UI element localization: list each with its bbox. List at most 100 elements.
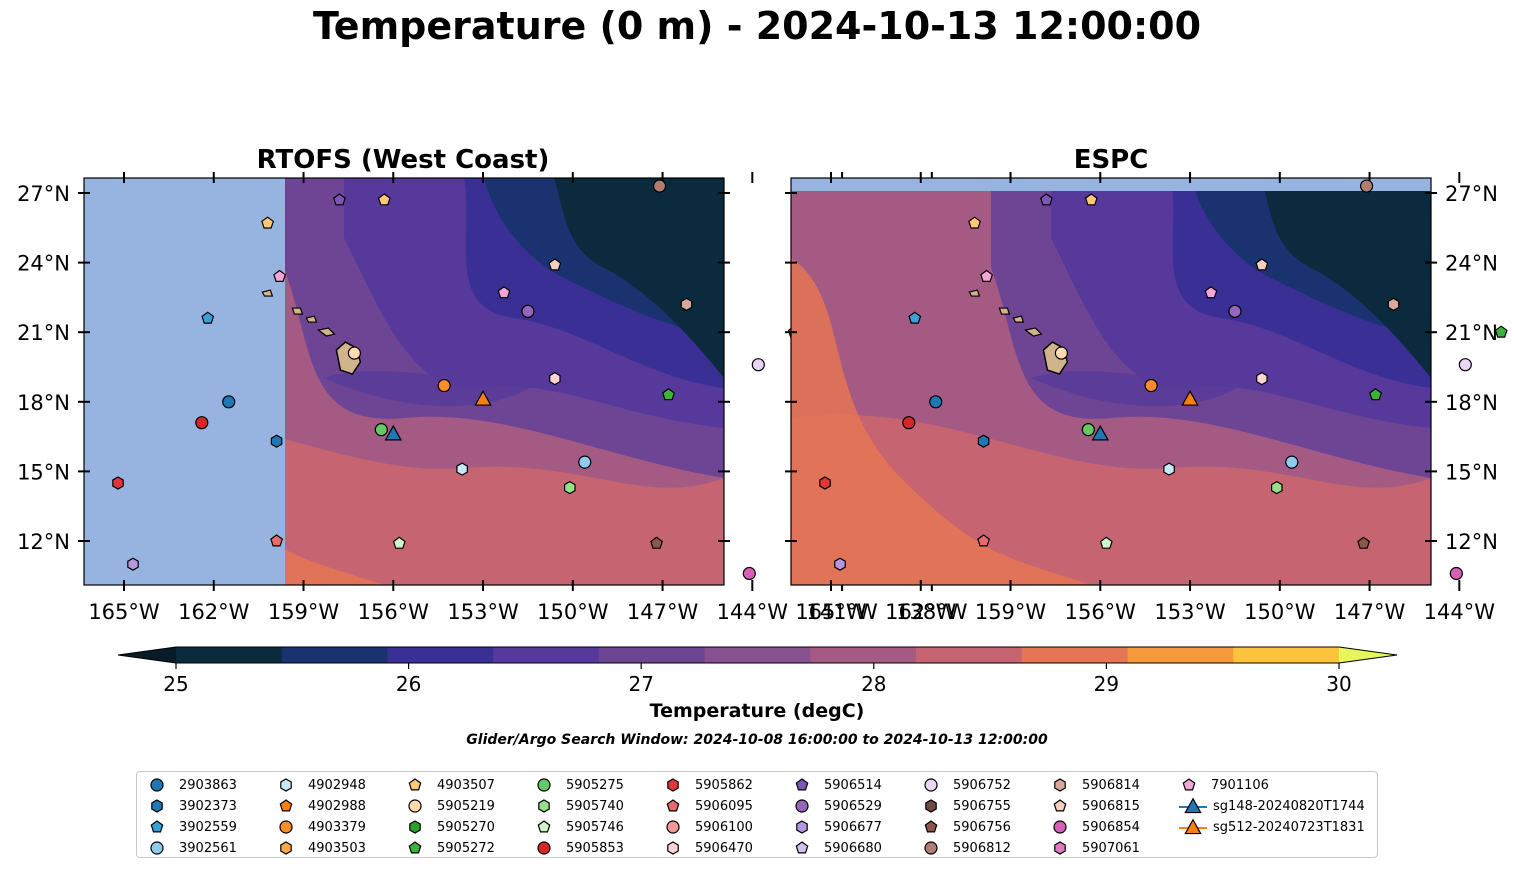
legend-marker-icon [666,820,680,834]
colorbar-segment [1127,647,1234,663]
colorbar-segment [281,647,388,663]
legend-label: 7901106 [1211,777,1269,793]
lon-tick-label: 144°W [717,600,789,624]
lon-tick-label: 150°W [1244,600,1316,624]
float-marker [392,536,406,549]
colorbar-under-arrow [118,647,176,663]
float-marker [977,534,991,547]
float-marker [1449,566,1463,581]
legend-marker-icon [408,799,422,813]
float-marker [968,216,982,229]
float-marker [374,423,388,437]
legend-marker-icon [408,841,422,854]
legend-marker-icon [667,778,679,792]
legend-triangle [1184,797,1202,814]
float-marker [1387,297,1400,312]
legend-entry: 5905275 [534,775,624,795]
float-marker [1081,423,1095,437]
temperature-field [84,178,724,585]
legend-marker-icon [150,841,164,855]
legend-label: 5905853 [566,840,624,856]
legend-symbol [408,778,422,791]
legend-marker-icon [408,778,422,791]
legend-marker-icon [795,841,809,854]
float-marker [1270,480,1283,495]
float-marker [1256,371,1268,386]
legend-triangle [1184,818,1202,835]
legend-label: 5905746 [566,819,624,835]
legend-symbol [924,841,938,855]
legend-marker-icon [1179,818,1207,835]
colorbar-segment [493,647,600,663]
legend-marker-icon [279,799,293,812]
float-marker [273,269,287,282]
float-marker [222,395,236,409]
float-marker [1099,536,1113,549]
legend-entry: 2903863 [147,775,237,795]
legend-marker-icon [537,778,551,792]
legend-marker-icon [1054,841,1066,855]
float-marker [1357,536,1371,549]
legend-entry: 5906100 [663,817,753,837]
no-data-region [84,178,285,585]
float-marker [1255,258,1269,271]
legend-label: 5906100 [695,819,753,835]
float-marker [195,416,209,430]
legend-entry: 3902373 [147,796,237,816]
float-markers [819,179,1508,581]
legend-entry: 5905219 [405,796,495,816]
legend-symbol [795,799,809,813]
legend-symbol [795,841,809,854]
float-legend: 2903863 3902373 3902559 3902561 4902948 49029… [136,771,1378,858]
legend-symbol [795,778,809,791]
lon-tick-label: 144°W [1424,600,1496,624]
legend-marker-icon [1053,799,1067,812]
legend-entry: 5906095 [663,796,753,816]
colorbar-segment [176,647,283,663]
legend-symbol [150,820,164,833]
map-panel-espc: ESPC 27°N 24°N 21°N 18°N 15°N 12°N 165°W 162°W 15… [785,145,1514,624]
lon-tick-label: 156°W [1065,600,1137,624]
legend-entry: 5905862 [663,775,753,795]
float-marker [819,476,831,490]
legend-entry: 4903379 [276,817,366,837]
lon-tick-label: 147°W [1334,600,1406,624]
legend-symbol [1054,778,1066,792]
lat-tick-label: 21°N [17,321,70,345]
legend-symbol [924,778,938,792]
legend-entry: 5907061 [1050,838,1140,858]
panel-title: ESPC [1074,145,1149,175]
float-marker [578,455,592,469]
legend-label: 5906680 [824,840,882,856]
float-marker [127,557,139,571]
float-marker [112,476,124,490]
lat-tick-label: 15°N [1445,460,1498,484]
legend-entry: 5905272 [405,838,495,858]
lat-tick-label: 27°N [17,182,70,206]
lon-tick-label: 162°W [178,600,250,624]
legend-marker-icon [666,799,680,812]
lon-tick-label: 138°W [896,600,968,624]
legend-entry: 4903507 [405,775,495,795]
colorbar-tick-label: 28 [861,672,886,696]
legend-symbol [537,841,551,855]
float-marker [270,534,284,547]
lon-tick-label: 159°W [975,600,1047,624]
legend-label: 3902559 [179,819,237,835]
legend-entry: 5906514 [792,775,882,795]
legend-marker-icon [1053,820,1067,834]
lat-tick-label: 15°N [17,460,70,484]
float-marker [652,179,667,193]
float-marker [456,462,468,476]
float-marker [902,416,916,430]
legend-symbol [538,799,550,813]
legend-marker-icon [924,841,938,855]
legend-marker-icon [924,778,938,792]
legend-label: 4902948 [308,777,366,793]
legend-marker-icon [537,820,551,833]
colorbar-segment [1021,647,1129,663]
legend-symbol [151,799,163,813]
legend-symbol [667,778,679,792]
lon-tick-label: 156°W [358,600,430,624]
